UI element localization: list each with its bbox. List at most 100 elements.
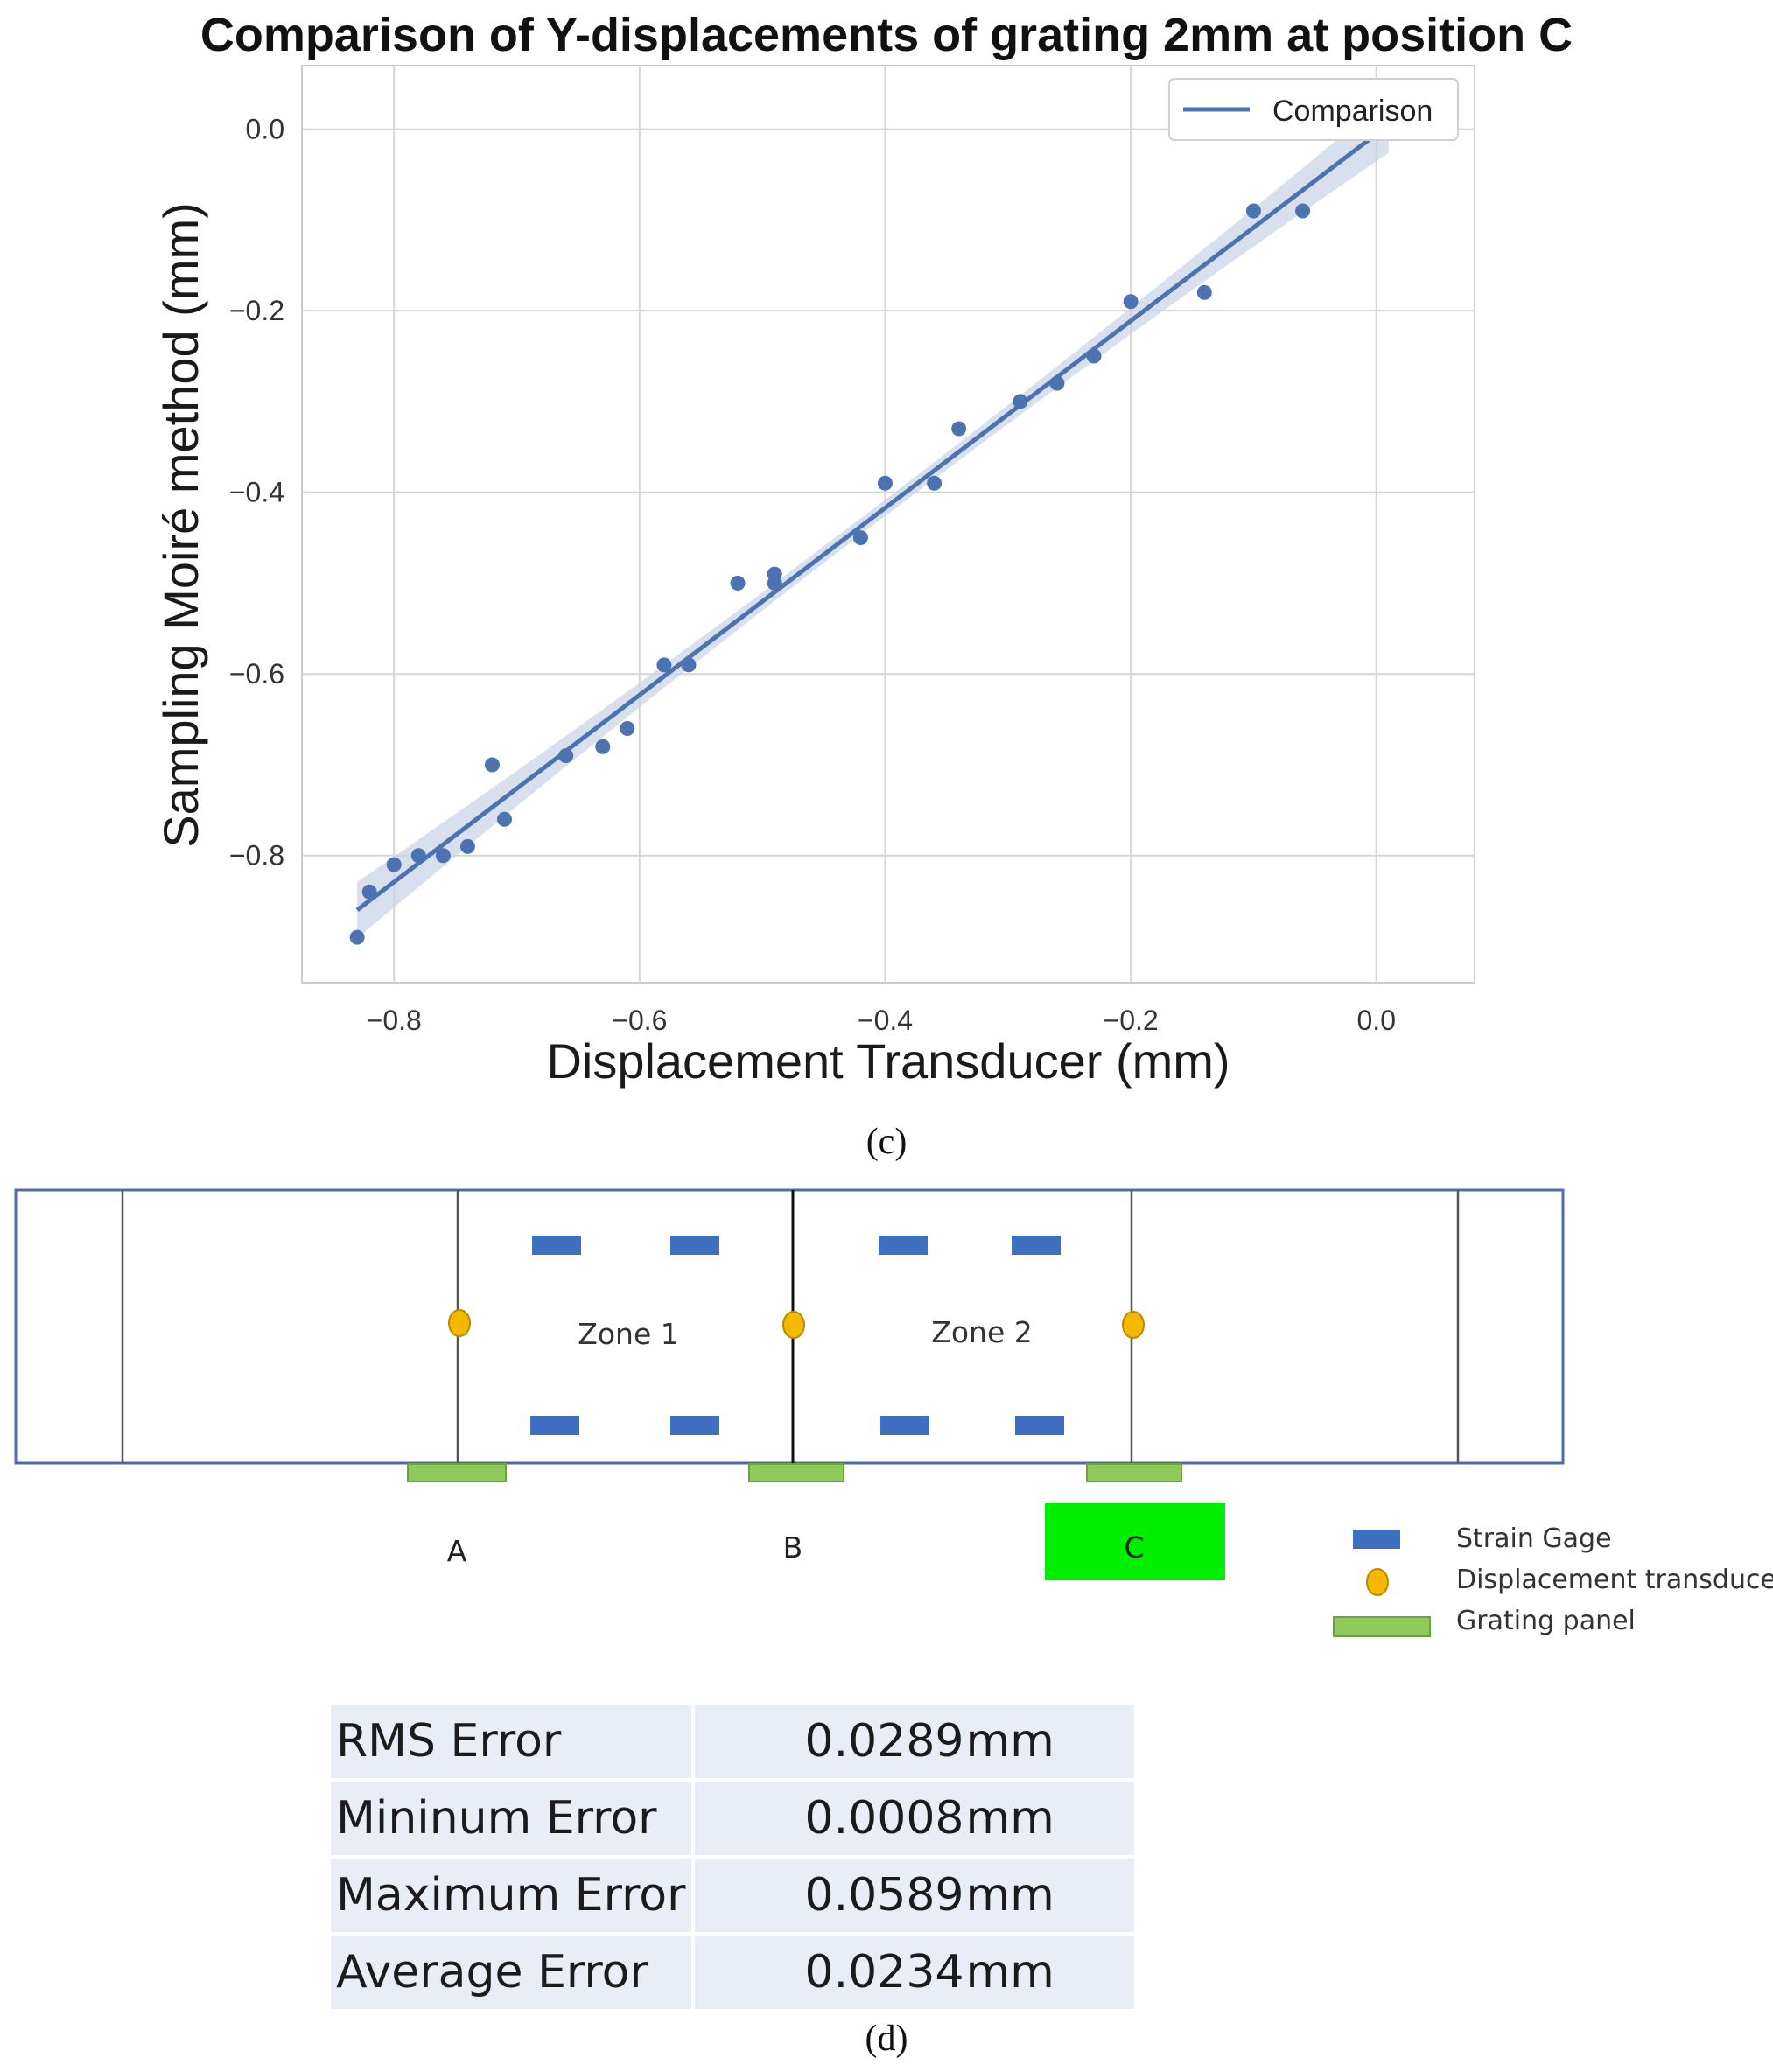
error-value: 0.0589: [804, 1869, 964, 1922]
data-point: [1196, 284, 1212, 300]
error-unit: mm: [965, 1869, 1055, 1922]
y-axis-label: Sampling Moiré method (mm): [153, 202, 208, 848]
y-tick-label: −0.6: [229, 658, 284, 690]
error-value-cell: 0.0289mm: [694, 1704, 1134, 1778]
x-tick-labels: −0.8 −0.6 −0.4 −0.2 0.0: [367, 1004, 1396, 1036]
data-point: [435, 848, 451, 864]
grating-panel-c: [1086, 1463, 1182, 1482]
grating-panel-b: [748, 1463, 844, 1482]
grating-panels: [407, 1463, 1182, 1482]
displacement-transducer-b: [782, 1311, 805, 1339]
y-tick-labels: −0.8 −0.6 −0.4 −0.2 0.0: [229, 114, 284, 872]
fit-line: [355, 122, 1391, 912]
strain-gage: [532, 1236, 581, 1255]
y-tick-label: −0.8: [229, 840, 284, 872]
error-value-cell: 0.0008mm: [694, 1782, 1134, 1855]
y-tick-label: −0.4: [229, 477, 284, 508]
y-tick-label: 0.0: [246, 114, 284, 145]
data-point: [877, 475, 893, 491]
data-point: [767, 575, 782, 591]
data-point: [656, 657, 672, 673]
position-c-highlight: [1045, 1503, 1225, 1580]
displacement-transducer-c: [1122, 1311, 1145, 1339]
error-unit: mm: [965, 1946, 1055, 1998]
legend-entry-comparison: Comparison: [1272, 94, 1433, 128]
strain-gages: [530, 1236, 1064, 1435]
strain-gage: [880, 1416, 929, 1435]
data-point: [386, 857, 402, 872]
data-point: [595, 738, 611, 754]
x-tick-label: 0.0: [1357, 1004, 1396, 1036]
caption-d: (d): [865, 2019, 908, 2059]
error-unit: mm: [965, 1792, 1055, 1844]
data-point: [730, 575, 746, 591]
grid-lines: [302, 66, 1475, 983]
data-point: [620, 720, 635, 736]
legend-strain-gage-label: Strain Gage: [1456, 1523, 1612, 1554]
scatter-chart: Comparison of Y-displacements of grating…: [153, 9, 1573, 1162]
strain-gage: [670, 1416, 719, 1435]
data-point: [1123, 294, 1139, 310]
error-unit: mm: [965, 1715, 1055, 1768]
data-point: [951, 421, 967, 437]
legend-box: [1168, 78, 1459, 141]
legend: Comparison: [1168, 78, 1459, 141]
data-point: [1049, 375, 1065, 391]
strain-gage: [530, 1416, 579, 1435]
data-point: [558, 748, 574, 764]
grating-panel-a: [407, 1463, 507, 1482]
data-point: [484, 757, 500, 773]
x-axis-label: Displacement Transducer (mm): [546, 1033, 1230, 1088]
error-value: 0.0289: [804, 1715, 964, 1768]
x-tick-label: −0.6: [612, 1004, 667, 1036]
table-row: Maximum Error 0.0589mm: [331, 1858, 1134, 1932]
y-tick-label: −0.2: [229, 295, 284, 326]
error-table: RMS Error 0.0289mm Mininum Error 0.0008m…: [327, 1701, 1138, 2012]
error-value-cell: 0.0234mm: [694, 1936, 1134, 2009]
fit-line-layer: [355, 122, 1391, 912]
legend-transducer-label: Displacement transducer: [1456, 1564, 1773, 1595]
data-point: [1086, 348, 1102, 364]
data-point: [361, 884, 377, 900]
data-point: [497, 811, 513, 827]
displacement-transducers: [448, 1309, 1145, 1339]
data-point: [410, 848, 426, 864]
strain-gage: [879, 1236, 928, 1255]
x-tick-label: −0.8: [367, 1004, 422, 1036]
data-point: [349, 929, 365, 945]
zone-2-label: Zone 2: [931, 1315, 1033, 1349]
data-point: [852, 530, 868, 546]
data-point: [681, 657, 697, 673]
table-row: Average Error 0.0234mm: [331, 1936, 1134, 2009]
error-label: Maximum Error: [331, 1858, 691, 1932]
strain-gage: [670, 1236, 719, 1255]
diagram-legend: Strain Gage Displacement transducer Grat…: [1333, 1523, 1773, 1637]
x-tick-label: −0.2: [1104, 1004, 1159, 1036]
legend-grating-panel-swatch: [1333, 1616, 1431, 1637]
data-point: [1295, 203, 1311, 219]
position-label-c: C: [1124, 1530, 1144, 1564]
error-label: Average Error: [331, 1936, 691, 2009]
chart-title: Comparison of Y-displacements of grating…: [200, 9, 1573, 61]
table-row: Mininum Error 0.0008mm: [331, 1782, 1134, 1855]
data-point: [1245, 203, 1261, 219]
zone-1-label: Zone 1: [578, 1317, 679, 1351]
legend-transducer-swatch: [1366, 1568, 1389, 1596]
position-label-b: B: [783, 1530, 803, 1564]
strain-gage: [1012, 1236, 1061, 1255]
data-point: [927, 475, 943, 491]
error-label: Mininum Error: [331, 1782, 691, 1855]
error-label: RMS Error: [331, 1704, 691, 1778]
legend-strain-gage-swatch: [1353, 1530, 1400, 1549]
data-point: [1013, 394, 1028, 410]
displacement-transducer-a: [448, 1309, 471, 1337]
position-label-a: A: [447, 1534, 467, 1568]
test-layout-diagram: Zone 1 Zone 2 A B C Strain Gage Displace…: [14, 1188, 1773, 1637]
data-points: [349, 203, 1311, 945]
error-value: 0.0234: [804, 1946, 964, 1998]
error-value: 0.0008: [804, 1792, 964, 1844]
strain-gage: [1015, 1416, 1064, 1435]
table-row: RMS Error 0.0289mm: [331, 1704, 1134, 1778]
legend-grating-panel-label: Grating panel: [1456, 1606, 1636, 1636]
